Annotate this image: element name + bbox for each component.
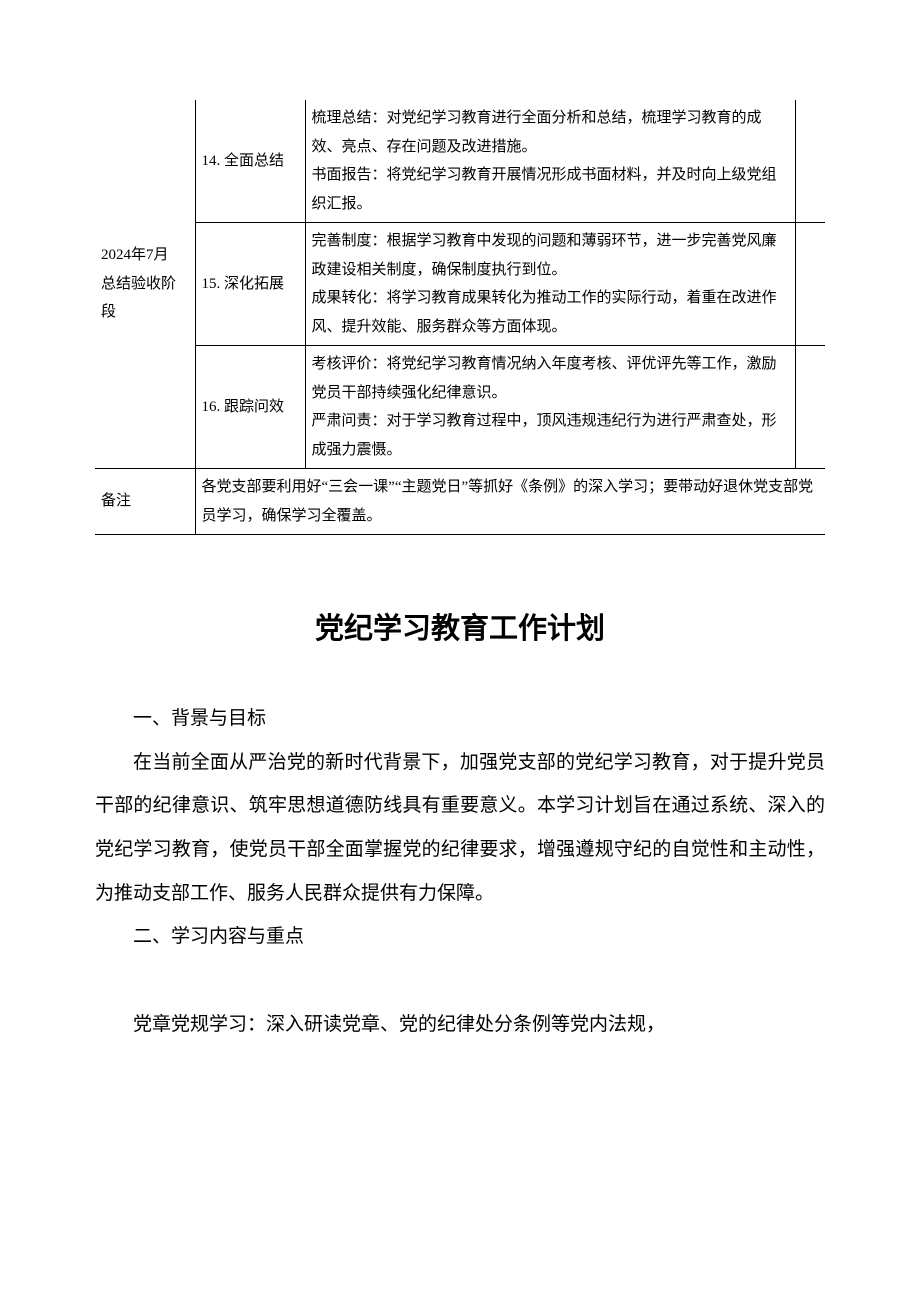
empty-cell [795,346,825,469]
phase-cell: 2024年7月 总结验收阶段 [95,100,195,469]
document-body: 一、背景与目标 在当前全面从严治党的新时代背景下，加强党支部的党纪学习教育，对于… [95,697,825,1047]
schedule-table: 2024年7月 总结验收阶段 14. 全面总结 梳理总结：对党纪学习教育进行全面… [95,100,825,535]
empty-cell [795,223,825,346]
document-title: 党纪学习教育工作计划 [95,605,825,647]
item-desc: 完善制度：根据学习教育中发现的问题和薄弱环节，进一步完善党风廉政建设相关制度，确… [305,223,795,346]
section-heading-2: 二、学习内容与重点 [95,915,825,959]
paragraph-2: 党章党规学习：深入研读党章、党的纪律处分条例等党内法规， [95,1003,825,1047]
note-label: 备注 [95,469,195,535]
item-num: 16. 跟踪问效 [195,346,305,469]
empty-cell [795,100,825,223]
item-desc: 梳理总结：对党纪学习教育进行全面分析和总结，梳理学习教育的成效、亮点、存在问题及… [305,100,795,223]
paragraph-1: 在当前全面从严治党的新时代背景下，加强党支部的党纪学习教育，对于提升党员干部的纪… [95,741,825,916]
note-content: 各党支部要利用好“三会一课”“主题党日”等抓好《条例》的深入学习；要带动好退休党… [195,469,825,535]
item-num: 15. 深化拓展 [195,223,305,346]
section-heading-1: 一、背景与目标 [95,697,825,741]
item-desc: 考核评价：将党纪学习教育情况纳入年度考核、评优评先等工作，激励党员干部持续强化纪… [305,346,795,469]
item-num: 14. 全面总结 [195,100,305,223]
